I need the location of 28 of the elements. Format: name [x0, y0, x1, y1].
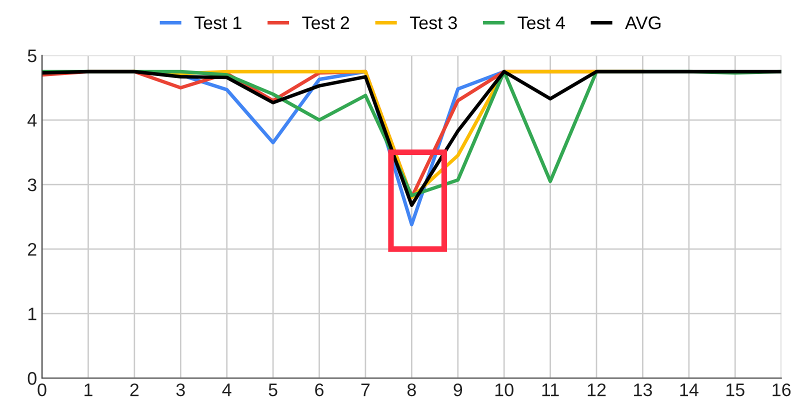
x-tick-label: 10: [495, 383, 514, 396]
legend-label: Test 4: [518, 16, 565, 30]
x-tick-label: 7: [361, 384, 370, 396]
x-tick-label: 0: [38, 383, 46, 396]
y-tick-label: 4: [28, 114, 37, 127]
y-tick-label: 1: [28, 308, 36, 320]
x-tick-label: 15: [726, 384, 744, 396]
x-tick-label: 5: [268, 384, 278, 396]
legend-label: Test 2: [302, 16, 350, 30]
y-tick-label: 0: [28, 372, 36, 385]
x-tick-label: 13: [634, 383, 652, 396]
y-tick-label: 3: [28, 178, 36, 192]
x-tick-label: 16: [772, 383, 791, 396]
legend-label: Test 3: [410, 16, 457, 30]
x-tick-label: 2: [130, 383, 139, 396]
x-tick-label: 8: [407, 383, 416, 396]
x-tick-label: 14: [680, 384, 698, 396]
x-tick-label: 1: [84, 384, 92, 396]
legend-label: Test 1: [194, 16, 242, 30]
x-tick-label: 11: [542, 384, 559, 396]
y-tick-label: 2: [28, 243, 36, 256]
x-tick-label: 12: [588, 383, 606, 396]
y-tick-label: 5: [28, 50, 36, 62]
legend-label: AVG: [625, 16, 660, 30]
x-tick-label: 4: [222, 384, 232, 396]
x-tick-label: 9: [454, 383, 462, 396]
x-tick-label: 6: [315, 383, 324, 396]
x-tick-label: 3: [176, 383, 185, 396]
